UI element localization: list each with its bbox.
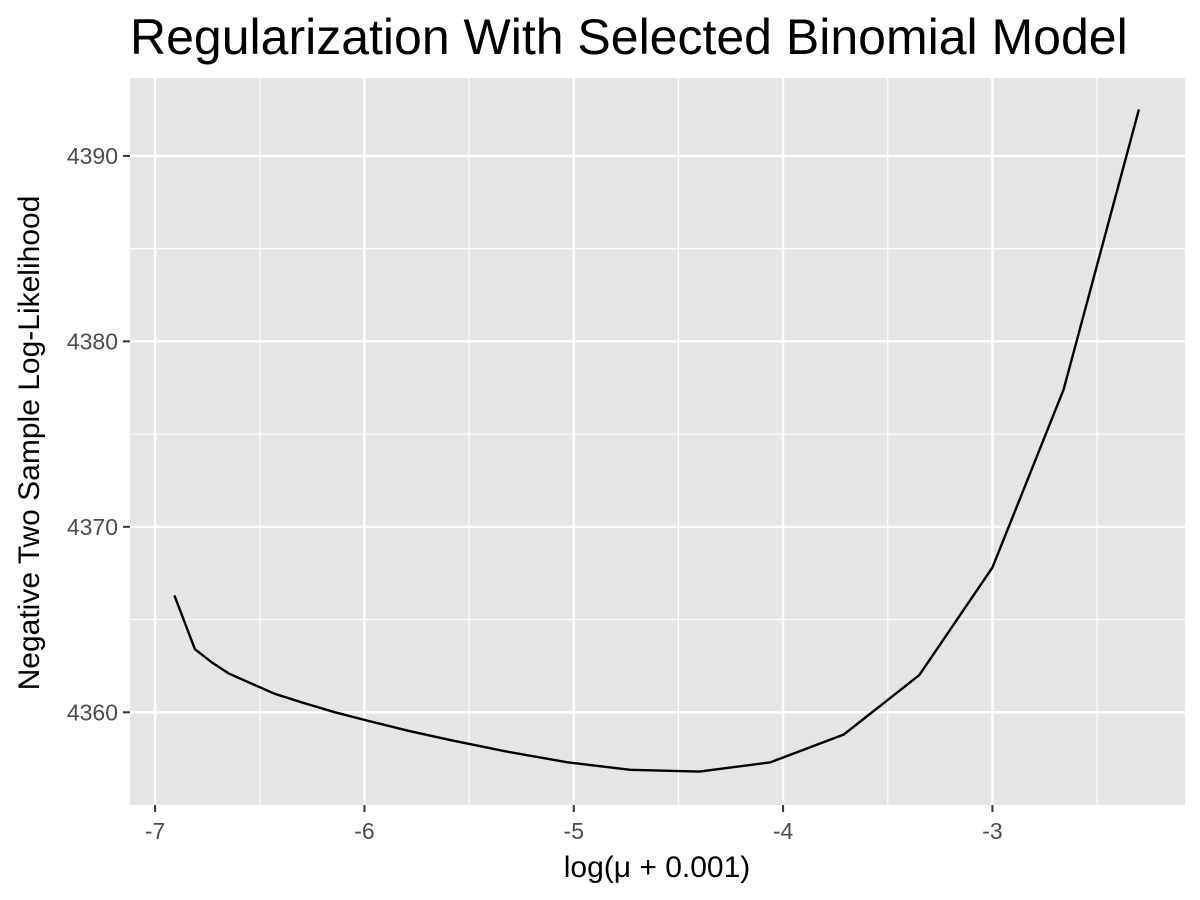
x-tick-label: -4 bbox=[773, 818, 794, 844]
y-axis-title: Negative Two Sample Log-Likelihood bbox=[13, 196, 46, 691]
y-tick-label: 4390 bbox=[67, 143, 118, 169]
plot-panel bbox=[130, 78, 1185, 805]
x-tick-label: -5 bbox=[564, 818, 584, 844]
series-line bbox=[173, 109, 1141, 773]
y-tick-label: 4360 bbox=[67, 699, 118, 725]
x-tick-label: -6 bbox=[354, 818, 374, 844]
chart-title: Regularization With Selected Binomial Mo… bbox=[130, 9, 1128, 65]
x-tick-label: -7 bbox=[145, 818, 165, 844]
y-tick-label: 4370 bbox=[67, 514, 118, 540]
x-axis: -7 -6 -5 -4 -3 bbox=[145, 805, 1003, 844]
x-tick-label: -3 bbox=[982, 818, 1002, 844]
x-axis-title: log(μ + 0.001) bbox=[564, 851, 751, 884]
minor-gridlines bbox=[130, 78, 1185, 805]
y-tick-label: 4380 bbox=[67, 328, 118, 354]
y-axis: 4360 4370 4380 4390 bbox=[67, 143, 130, 725]
